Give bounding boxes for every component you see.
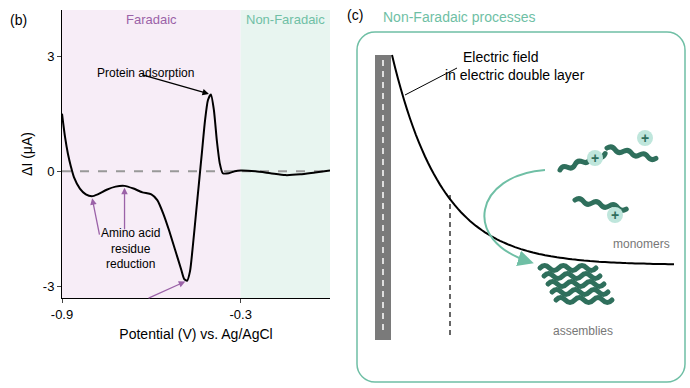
svg-text:Amino acidresiduereduction: Amino acidresiduereduction xyxy=(101,226,160,271)
svg-text:Non-Faradaic processes: Non-Faradaic processes xyxy=(383,9,536,25)
svg-text:+: + xyxy=(591,150,599,166)
svg-text:Non-Faradaic: Non-Faradaic xyxy=(246,12,325,27)
svg-text:-0.3: -0.3 xyxy=(229,307,251,322)
svg-text:(b): (b) xyxy=(10,12,27,28)
svg-text:+: + xyxy=(611,207,619,223)
svg-text:0: 0 xyxy=(47,164,54,179)
svg-text:Electric field: Electric field xyxy=(463,49,538,65)
svg-text:(c): (c) xyxy=(347,7,363,23)
svg-text:-3: -3 xyxy=(43,279,55,294)
svg-text:monomers: monomers xyxy=(613,237,670,251)
svg-text:-0.9: -0.9 xyxy=(51,307,73,322)
svg-text:in electric double layer: in electric double layer xyxy=(445,67,585,83)
svg-text:ΔI (μA): ΔI (μA) xyxy=(19,132,35,176)
svg-text:Faradaic: Faradaic xyxy=(126,12,177,27)
svg-text:assemblies: assemblies xyxy=(553,324,613,338)
svg-text:Potential (V) vs. Ag/AgCl: Potential (V) vs. Ag/AgCl xyxy=(119,326,272,342)
svg-text:Protein adsorption: Protein adsorption xyxy=(97,66,194,80)
svg-text:+: + xyxy=(641,130,649,146)
svg-text:3: 3 xyxy=(47,49,54,64)
